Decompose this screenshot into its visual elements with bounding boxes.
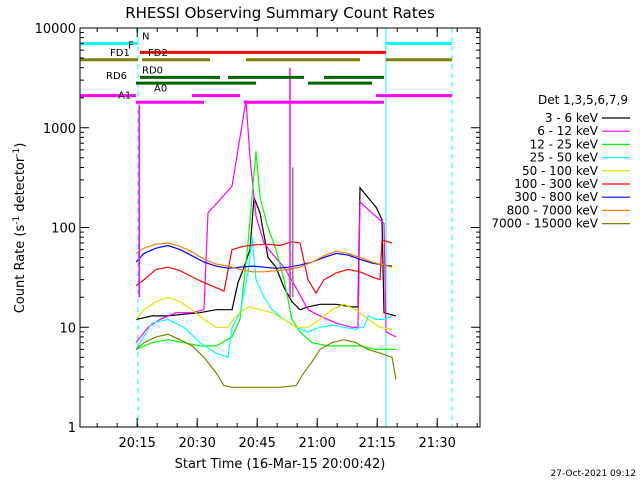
series-line-4 bbox=[135, 296, 393, 331]
legend-entry-label-8: 7000 - 15000 keV bbox=[491, 217, 598, 231]
x-tick-label-2: 20:45 bbox=[238, 436, 275, 451]
legend-entry-label-4: 50 - 100 keV bbox=[522, 164, 599, 178]
x-tick-label-5: 21:30 bbox=[418, 436, 455, 451]
series-line-8 bbox=[135, 333, 397, 388]
y-axis-label: Count Rate (s-1 detector-1) bbox=[12, 143, 28, 314]
mode-label-fd1: FD1 bbox=[110, 48, 130, 59]
mode-label-a1: A1 bbox=[118, 90, 131, 101]
x-tick-label-4: 21:15 bbox=[358, 436, 395, 451]
y-tick-label-1: 10 bbox=[59, 321, 76, 336]
legend-entry-label-7: 800 - 7000 keV bbox=[507, 203, 599, 217]
chart-title: RHESSI Observing Summary Count Rates bbox=[125, 4, 435, 22]
y-tick-label-3: 1000 bbox=[43, 122, 76, 137]
series-line-0 bbox=[135, 186, 397, 320]
mode-label-rd6: RD6 bbox=[106, 71, 127, 82]
footer-timestamp: 27-Oct-2021 09:12 bbox=[551, 469, 636, 479]
axes: 1 10 100 1000 10000 20:15 20:30 20:45 21:00 21:15… bbox=[35, 22, 480, 451]
legend-entry-label-6: 300 - 800 keV bbox=[514, 190, 598, 204]
mode-label-n: N bbox=[142, 32, 149, 43]
mode-label-rd0: RD0 bbox=[142, 65, 163, 76]
legend-entry-label-1: 6 - 12 keV bbox=[537, 124, 599, 138]
legend-entry-label-2: 12 - 25 keV bbox=[530, 137, 599, 151]
legend-entry-label-0: 3 - 6 keV bbox=[545, 111, 599, 125]
y-tick-label-0: 1 bbox=[68, 421, 76, 436]
legend-title: Det 1,3,5,6,7,9 bbox=[538, 93, 628, 107]
x-tick-label-3: 21:00 bbox=[298, 436, 335, 451]
legend-entry-label-5: 100 - 300 keV bbox=[514, 177, 598, 191]
series-line-7 bbox=[135, 242, 393, 273]
y-tick-label-2: 100 bbox=[51, 222, 76, 237]
mode-label-fd2: FD2 bbox=[148, 48, 168, 59]
series-line-6 bbox=[135, 244, 393, 269]
mode-label-a0: A0 bbox=[154, 84, 167, 95]
series-line-5 bbox=[135, 239, 393, 295]
x-tick-label-1: 20:30 bbox=[178, 436, 215, 451]
series-line-3 bbox=[135, 237, 393, 359]
mode-label-f: F bbox=[128, 40, 134, 51]
x-tick-label-0: 20:15 bbox=[118, 436, 155, 451]
x-axis-label: Start Time (16-Mar-15 20:00:42) bbox=[175, 457, 386, 472]
series-line-1 bbox=[135, 99, 397, 344]
legend-entry-label-3: 25 - 50 keV bbox=[530, 151, 599, 165]
y-tick-label-4: 10000 bbox=[35, 22, 76, 37]
series-line-2 bbox=[135, 151, 396, 350]
